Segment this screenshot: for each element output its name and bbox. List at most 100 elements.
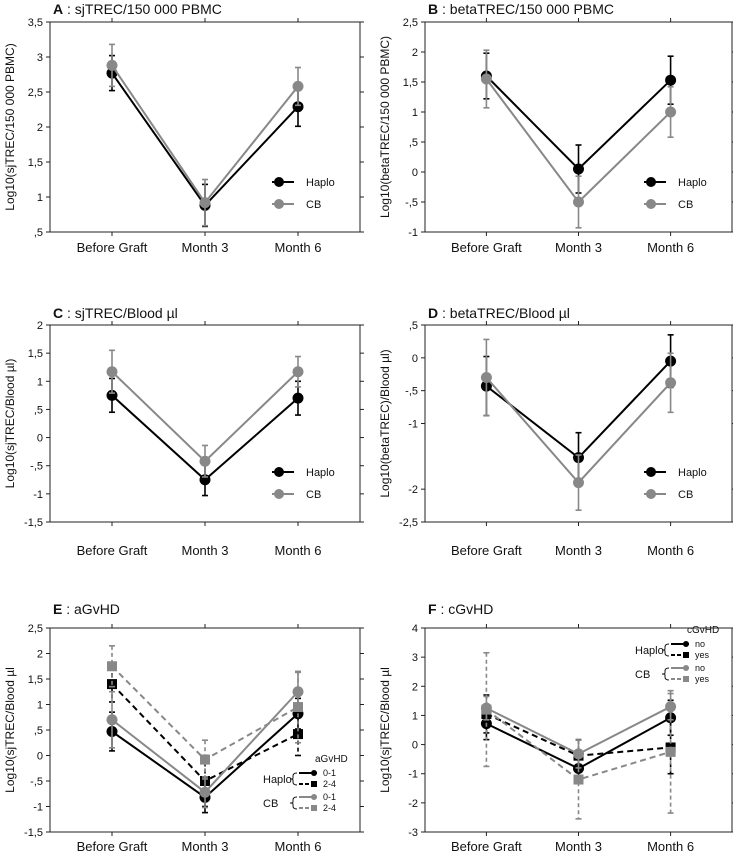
x-category-label: Before Graft (77, 839, 148, 854)
series-cb-yes (481, 651, 676, 820)
y-tick-label: 0 (412, 740, 418, 752)
x-category-label: Month 6 (647, 839, 694, 854)
y-tick-label: -,5 (405, 197, 418, 209)
panel-a: A : sjTREC/150 000 PBMC3,532,521,51,5Bef… (3, 1, 364, 255)
y-tick-label: 2 (412, 681, 418, 693)
panel-c: C : sjTREC/Blood µl21,51,50-,5-1-1,5Befo… (3, 305, 364, 558)
y-tick-label: -,5 (30, 461, 43, 473)
data-point (107, 661, 117, 672)
legend-label: CB (306, 489, 321, 501)
legend-marker (311, 794, 317, 800)
x-category-label: Month 6 (647, 543, 694, 558)
data-point (293, 702, 303, 713)
panel-d: D : betaTREC/Blood µl ,5 0 -,5 -1 -2 -2,5 Befor… (378, 305, 733, 558)
series-cb (106, 43, 304, 227)
y-tick-label: 1,5 (28, 157, 43, 169)
x-category-label: Before Graft (77, 240, 148, 255)
panel-letter: A (53, 1, 63, 17)
panel-title-sep: : (63, 305, 75, 321)
data-point (480, 73, 492, 85)
legend-brace (661, 667, 670, 681)
y-tick-label: 2,5 (28, 87, 43, 99)
y-tick-label: ,5 (34, 404, 43, 416)
x-category-label: Month 3 (182, 543, 229, 558)
y-tick-label: -1 (408, 769, 418, 781)
y-tick-label: 1 (412, 107, 418, 119)
x-category-label: Before Graft (451, 543, 522, 558)
legend-marker (683, 665, 689, 671)
data-point (665, 106, 677, 118)
data-point (199, 455, 211, 467)
y-axis-label: Log10(sjTREC/150 000 PBMC) (3, 43, 17, 210)
legend-label: Haplo (306, 467, 335, 479)
y-tick-label: 3 (37, 52, 43, 64)
legend-header: aGvHD (315, 754, 348, 765)
x-category-label: Month 3 (555, 839, 602, 854)
legend-item-label: no (695, 639, 705, 649)
y-axis-label: Log10(betaTREC/150 000 PBMC) (378, 36, 392, 218)
panel-title-sep: : (437, 601, 449, 617)
x-category-label: Before Graft (451, 839, 522, 854)
legend-label: CB (678, 199, 693, 211)
legend-brace (289, 796, 298, 810)
panel-letter: E (53, 601, 62, 617)
legend-marker (274, 489, 284, 499)
series-haplo (480, 52, 677, 194)
y-tick-label: -2 (408, 798, 418, 810)
panel-letter: C (53, 305, 63, 321)
y-axis-label: Log10(sjTREC/Blood µl (378, 667, 392, 793)
y-tick-label: 0 (37, 751, 43, 763)
panel-letter: F (428, 601, 437, 617)
x-category-label: Before Graft (451, 240, 522, 255)
legend-group-label: Haplo (263, 774, 292, 786)
panel-title: D : betaTREC/Blood µl (428, 305, 570, 321)
y-tick-label: 0 (37, 433, 43, 445)
legend-label: Haplo (306, 177, 335, 189)
y-tick-label: -1 (33, 802, 43, 814)
data-point (292, 392, 304, 404)
data-point (481, 704, 492, 715)
y-tick-label: ,5 (409, 320, 418, 332)
panel-title-text: aGvHD (74, 601, 120, 617)
x-category-label: Month 6 (275, 240, 322, 255)
panel-title: C : sjTREC/Blood µl (53, 305, 178, 321)
x-category-label: Month 3 (182, 839, 229, 854)
panel-title-sep: : (62, 601, 74, 617)
legend-group-label: CB (263, 798, 278, 810)
legend-header: cGvHD (687, 625, 719, 636)
data-point (573, 163, 584, 175)
data-point (106, 366, 118, 378)
y-tick-label: 1 (37, 376, 43, 388)
legend: Haplo CB (272, 467, 335, 501)
x-category-label: Month 6 (275, 839, 322, 854)
legend: Haplo CB (644, 177, 707, 211)
panel-title: B : betaTREC/150 000 PBMC (428, 1, 614, 17)
plot-frame (424, 627, 733, 833)
y-tick-label: -1 (408, 227, 418, 239)
y-axis-label: Log10(sjTREC/Blood µl) (3, 359, 17, 489)
legend-label: Haplo (678, 177, 707, 189)
y-tick-label: 1,5 (28, 674, 43, 686)
y-tick-label: ,5 (34, 725, 43, 737)
legend-marker (646, 489, 656, 499)
legend-marker (311, 805, 317, 811)
y-tick-label: -1 (408, 419, 418, 431)
y-tick-label: 0 (412, 167, 418, 179)
legend-marker (311, 781, 317, 787)
series-cb (480, 338, 677, 511)
panel-title-sep: : (63, 1, 75, 17)
panel-title: F : cGvHD (428, 601, 493, 617)
panel-title: E : aGvHD (53, 601, 120, 617)
panel-title-text: cGvHD (448, 601, 493, 617)
legend-label: CB (678, 489, 693, 501)
data-point (573, 748, 584, 760)
legend-marker (683, 652, 689, 658)
data-point (292, 80, 304, 92)
data-point (480, 372, 492, 384)
legend-marker (683, 641, 689, 647)
data-point (665, 74, 677, 86)
data-point (292, 686, 304, 698)
